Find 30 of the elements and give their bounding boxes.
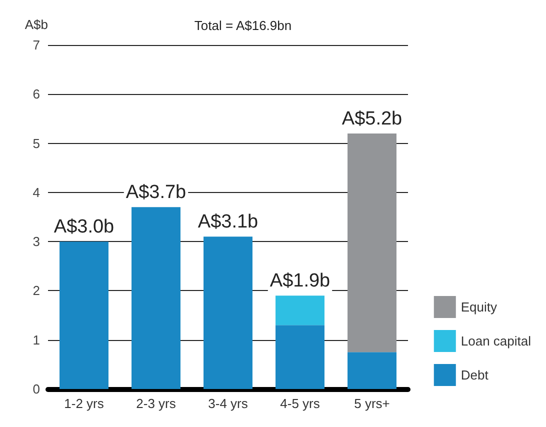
bar — [60, 242, 108, 389]
total-label: A$3.0b — [54, 216, 114, 238]
bar — [348, 133, 396, 352]
y-tick-label: 2 — [32, 283, 40, 298]
bar — [348, 352, 396, 389]
y-tick-label: 1 — [32, 332, 40, 348]
total-label: A$3.1b — [198, 212, 258, 233]
legend-label: Loan capital — [460, 334, 532, 348]
x-tick-label: 4-5 yrs — [280, 396, 320, 411]
x-tick-label: 1-2 yrs — [64, 396, 104, 411]
x-tick-label: 2-3 yrs — [136, 396, 176, 411]
total-label: A$1.9b — [270, 270, 330, 292]
y-tick-label: 5 — [32, 136, 40, 151]
y-tick-label: 6 — [32, 86, 40, 102]
bar — [276, 296, 324, 326]
y-tick-label: 4 — [32, 184, 40, 200]
y-tick-label: 7 — [32, 38, 40, 52]
bar — [204, 236, 252, 389]
total-label: A$5.2b — [342, 108, 402, 130]
x-tick-label: 3-4 yrs — [208, 396, 248, 411]
x-tick-label: 5 yrs+ — [354, 396, 390, 411]
y-tick-label: 0 — [32, 382, 40, 396]
y-axis-title: A$b — [24, 17, 48, 32]
y-tick-label: 3 — [32, 234, 40, 250]
chart-title: Total = A$16.9bn — [194, 18, 292, 33]
total-label: A$3.7b — [126, 182, 186, 204]
legend-label: Debt — [460, 368, 489, 382]
legend-label: Equity — [460, 300, 498, 314]
bar — [276, 325, 324, 389]
bar — [132, 207, 180, 389]
